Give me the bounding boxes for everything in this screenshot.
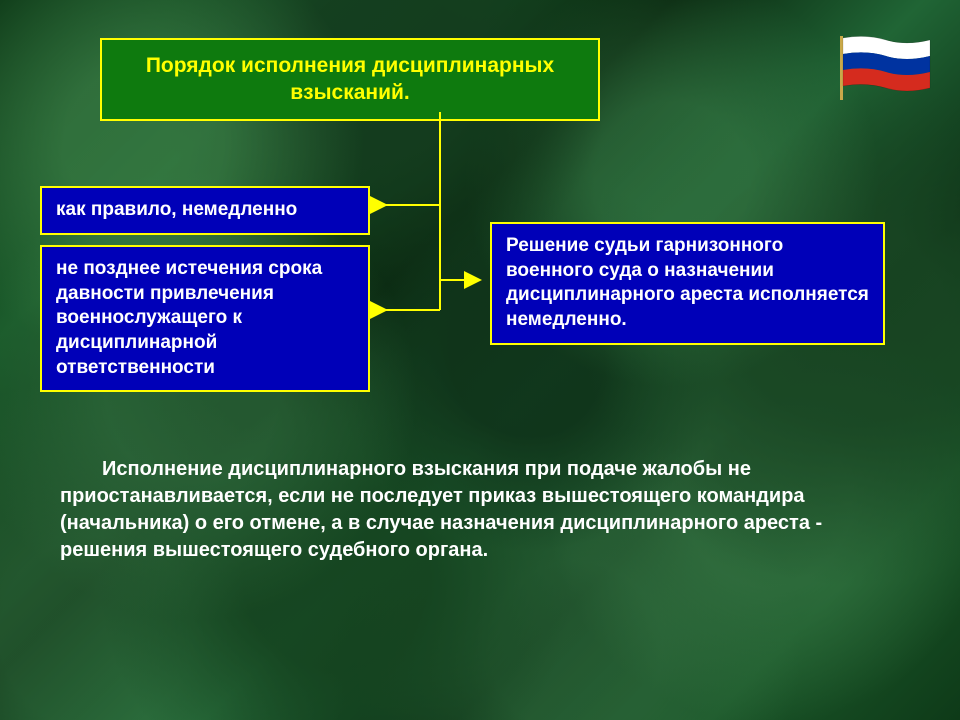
box-court-decision: Решение судьи гарнизонного военного суда… bbox=[490, 222, 885, 345]
slide: Порядок исполнения дисциплинарных взыска… bbox=[0, 0, 960, 720]
bottom-paragraph-text: Исполнение дисциплинарного взыскания при… bbox=[60, 458, 822, 561]
russia-flag-icon bbox=[840, 36, 932, 100]
box-limitation-period-text: не позднее истечения срока давности прив… bbox=[56, 258, 322, 378]
box-rule-immediate: как правило, немедленно bbox=[40, 186, 370, 235]
bottom-paragraph: Исполнение дисциплинарного взыскания при… bbox=[60, 456, 900, 564]
box-rule-immediate-text: как правило, немедленно bbox=[56, 199, 297, 220]
box-court-decision-text: Решение судьи гарнизонного военного суда… bbox=[506, 235, 869, 330]
box-limitation-period: не позднее истечения срока давности прив… bbox=[40, 245, 370, 392]
title-box: Порядок исполнения дисциплинарных взыска… bbox=[100, 38, 600, 121]
title-text: Порядок исполнения дисциплинарных взыска… bbox=[146, 54, 554, 104]
